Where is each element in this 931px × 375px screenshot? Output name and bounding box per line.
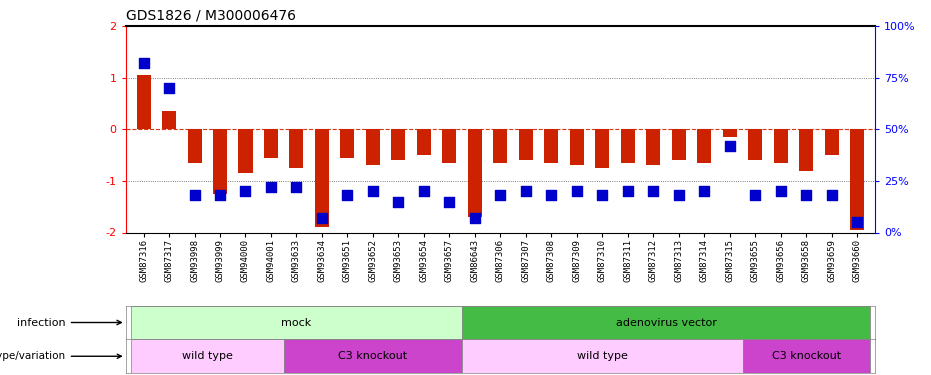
Text: wild type: wild type (577, 351, 627, 361)
Point (136, 60, 151, 66)
Text: infection: infection (17, 318, 121, 327)
Text: C3 knockout: C3 knockout (338, 351, 408, 361)
Bar (774, 129, 788, 163)
Point (315, 215, 330, 221)
Bar (417, 129, 431, 155)
Point (697, 188, 712, 194)
Bar (238, 129, 252, 173)
Bar (187, 129, 201, 163)
Bar (264, 129, 278, 158)
Bar (621, 129, 635, 163)
Bar (162, 111, 176, 129)
Bar (366, 129, 380, 165)
Bar (545, 129, 559, 163)
Bar (493, 129, 507, 163)
Point (850, 219, 865, 225)
Point (212, 192, 227, 198)
Point (187, 192, 202, 198)
Bar (130, 306, 462, 339)
Text: wild type: wild type (182, 351, 233, 361)
Bar (213, 129, 227, 194)
Text: C3 knockout: C3 knockout (772, 351, 841, 361)
Bar (646, 129, 660, 165)
Bar (341, 129, 355, 158)
Point (340, 192, 355, 198)
Point (595, 192, 610, 198)
Point (519, 188, 533, 194)
Bar (595, 129, 610, 168)
Bar (468, 129, 482, 217)
Point (391, 199, 406, 205)
Point (493, 192, 508, 198)
Text: adenovirus vector: adenovirus vector (615, 318, 717, 327)
Bar (284, 339, 462, 373)
Bar (519, 129, 533, 160)
Point (646, 188, 661, 194)
Bar (290, 129, 304, 168)
Point (671, 192, 686, 198)
Point (238, 188, 253, 194)
Point (620, 188, 635, 194)
Bar (130, 339, 284, 373)
Point (722, 143, 737, 149)
Text: genotype/variation: genotype/variation (0, 351, 121, 361)
Bar (749, 129, 762, 160)
Bar (697, 129, 711, 163)
Point (748, 192, 762, 198)
Point (570, 188, 585, 194)
Point (799, 192, 814, 198)
Point (824, 192, 839, 198)
Point (442, 199, 457, 205)
Point (416, 188, 431, 194)
Bar (570, 129, 584, 165)
Point (467, 215, 482, 221)
Point (162, 85, 177, 91)
Bar (137, 75, 151, 129)
Text: mock: mock (281, 318, 312, 327)
Bar (743, 339, 870, 373)
Point (289, 184, 304, 190)
Point (774, 188, 789, 194)
Bar (800, 129, 814, 171)
Bar (442, 129, 456, 163)
Point (544, 192, 559, 198)
Point (263, 184, 278, 190)
Bar (462, 306, 870, 339)
Point (366, 188, 381, 194)
Bar (462, 339, 743, 373)
Bar (672, 129, 686, 160)
Bar (391, 129, 406, 160)
Bar (850, 129, 864, 230)
Bar (825, 129, 839, 155)
Bar (722, 129, 736, 137)
Bar (315, 129, 329, 227)
Text: GDS1826 / M300006476: GDS1826 / M300006476 (126, 8, 296, 22)
